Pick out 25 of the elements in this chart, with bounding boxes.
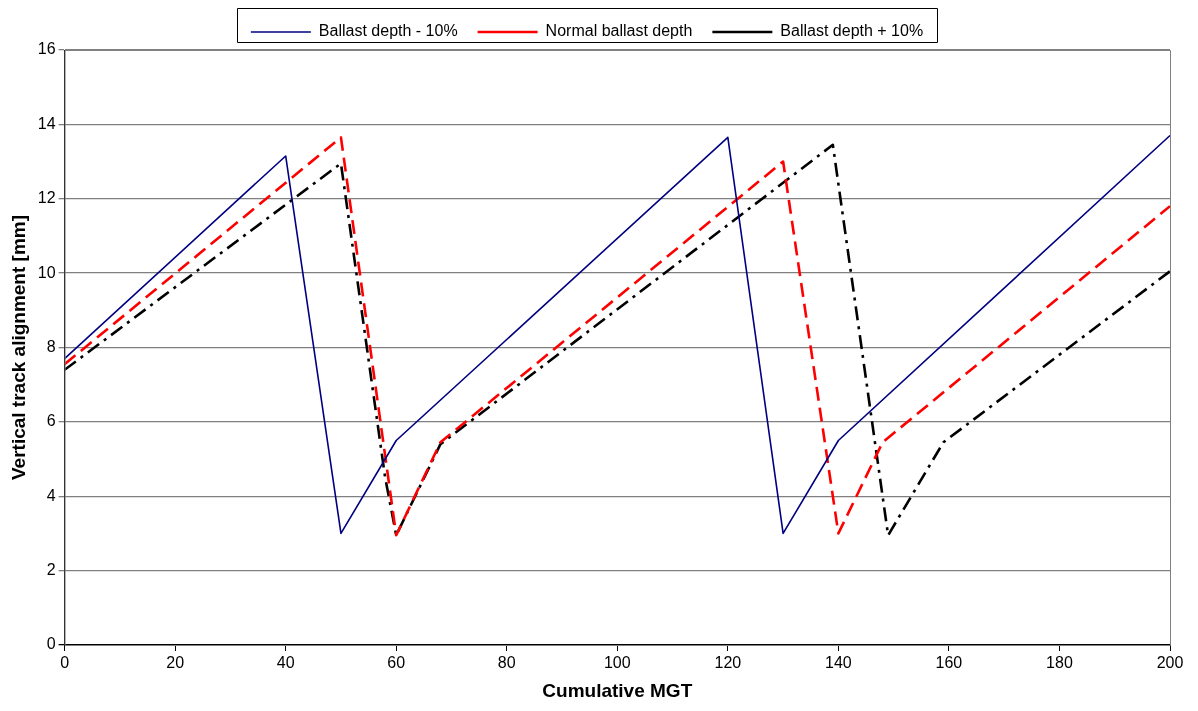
- legend-label: Normal ballast depth: [545, 22, 693, 40]
- y-tick-label: 16: [37, 40, 56, 58]
- x-tick-label: 80: [497, 654, 516, 672]
- x-tick-label: 60: [387, 654, 406, 672]
- x-tick-label: 200: [1156, 654, 1184, 672]
- y-tick-label: 8: [46, 337, 56, 355]
- y-tick-label: 4: [46, 486, 56, 504]
- y-axis-title: Vertical track alignment [mm]: [7, 214, 29, 481]
- x-tick-label: 100: [603, 654, 631, 672]
- x-tick-label: 40: [276, 654, 295, 672]
- y-tick-label: 0: [46, 635, 56, 653]
- y-tick-label: 10: [37, 263, 56, 281]
- x-tick-label: 140: [825, 654, 852, 672]
- x-tick-label: 0: [60, 654, 70, 672]
- x-axis-title: Cumulative MGT: [542, 679, 693, 701]
- y-tick-label: 6: [46, 412, 56, 430]
- x-tick-label: 160: [935, 654, 963, 672]
- y-tick-label: 14: [37, 114, 56, 132]
- y-tick-label: 2: [46, 561, 56, 579]
- legend-label: Ballast depth + 10%: [780, 22, 924, 40]
- x-tick-label: 120: [714, 654, 742, 672]
- y-tick-label: 12: [37, 189, 56, 207]
- x-tick-label: 180: [1046, 654, 1073, 672]
- x-tick-label: 20: [166, 654, 185, 672]
- legend-label: Ballast depth - 10%: [318, 22, 458, 40]
